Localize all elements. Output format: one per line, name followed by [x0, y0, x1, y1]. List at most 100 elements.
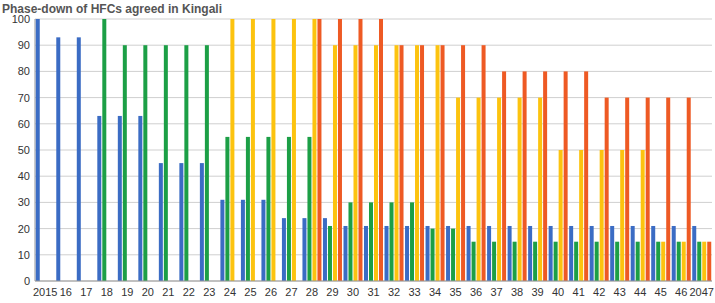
bar	[287, 137, 291, 281]
y-tick-label: 30	[18, 196, 30, 208]
bar	[707, 242, 711, 281]
y-tick-label: 100	[12, 13, 30, 25]
y-tick-label: 60	[18, 118, 30, 130]
x-tick-label: 44	[634, 286, 646, 298]
bar	[564, 71, 568, 281]
bar	[692, 226, 696, 281]
y-tick-label: 40	[18, 170, 30, 182]
x-tick-label: 20	[142, 286, 154, 298]
bar	[261, 200, 265, 281]
y-axis	[35, 19, 36, 281]
x-tick-label: 25	[244, 286, 256, 298]
bar	[97, 116, 101, 281]
bar	[538, 98, 542, 281]
bar	[508, 226, 512, 281]
bar	[333, 45, 337, 281]
x-tick-label: 37	[490, 286, 502, 298]
x-tick-label: 29	[326, 286, 338, 298]
x-tick-label: 43	[614, 286, 626, 298]
x-tick-label: 18	[101, 286, 113, 298]
bar	[364, 226, 368, 281]
bar	[641, 150, 645, 281]
bar	[451, 229, 455, 281]
bar	[559, 150, 563, 281]
x-tick-label: 28	[306, 286, 318, 298]
bar	[625, 98, 629, 281]
y-tick-label: 50	[18, 144, 30, 156]
bar	[682, 242, 686, 281]
bar	[230, 19, 234, 281]
y-tick-label: 70	[18, 92, 30, 104]
x-tick-label: 38	[511, 286, 523, 298]
grid-line	[35, 71, 712, 72]
bar	[543, 71, 547, 281]
bar	[677, 242, 681, 281]
bar	[369, 202, 373, 281]
bar	[595, 242, 599, 281]
grid-line	[35, 281, 712, 282]
bar	[143, 45, 147, 281]
bar	[584, 71, 588, 281]
x-tick-label: 19	[121, 286, 133, 298]
x-tick-label: 21	[162, 286, 174, 298]
x-tick-label: 40	[552, 286, 564, 298]
bar	[374, 45, 378, 281]
y-tick-label: 90	[18, 39, 30, 51]
bar	[636, 242, 640, 281]
bar	[307, 137, 311, 281]
y-tick-label: 10	[18, 249, 30, 261]
bar	[410, 202, 414, 281]
x-tick-label: 17	[80, 286, 92, 298]
bar	[615, 242, 619, 281]
x-tick-label: 46	[675, 286, 687, 298]
grid-line	[35, 45, 712, 46]
grid-line	[35, 19, 712, 20]
grid-line	[35, 176, 712, 177]
bar	[497, 98, 501, 281]
bar	[200, 163, 204, 281]
bar	[56, 37, 60, 281]
x-tick-label: 45	[655, 286, 667, 298]
bar	[656, 242, 660, 281]
bar	[579, 150, 583, 281]
x-axis	[35, 281, 712, 282]
x-tick-label: 27	[285, 286, 297, 298]
bar	[420, 45, 424, 281]
bar	[461, 45, 465, 281]
bar	[343, 226, 347, 281]
bar	[456, 98, 460, 281]
x-tick-label: 30	[347, 286, 359, 298]
bar	[528, 226, 532, 281]
bar	[379, 19, 383, 281]
x-tick-label: 31	[367, 286, 379, 298]
bar	[672, 226, 676, 281]
bar	[415, 45, 419, 281]
bar	[246, 137, 250, 281]
x-tick-label: 26	[265, 286, 277, 298]
bar	[554, 242, 558, 281]
bar	[697, 242, 701, 281]
x-tick-label: 35	[449, 286, 461, 298]
bar	[431, 229, 435, 281]
y-tick-label: 20	[18, 223, 30, 235]
bar	[426, 226, 430, 281]
title: Phase-down of HFCs agreed in Kingali	[2, 2, 222, 16]
x-tick-label: 39	[531, 286, 543, 298]
bar	[77, 37, 81, 281]
bar	[395, 45, 399, 281]
bar	[282, 218, 286, 281]
x-tick-label: 24	[224, 286, 236, 298]
bar	[441, 45, 445, 281]
x-tick-label: 22	[183, 286, 195, 298]
bar	[179, 163, 183, 281]
bar	[620, 150, 624, 281]
bar	[266, 137, 270, 281]
x-tick-label: 32	[388, 286, 400, 298]
bar	[436, 45, 440, 281]
bar	[549, 226, 553, 281]
bar	[138, 116, 142, 281]
bar	[405, 226, 409, 281]
y-tick-label: 80	[18, 65, 30, 77]
bar	[600, 150, 604, 281]
x-tick-label: 23	[203, 286, 215, 298]
